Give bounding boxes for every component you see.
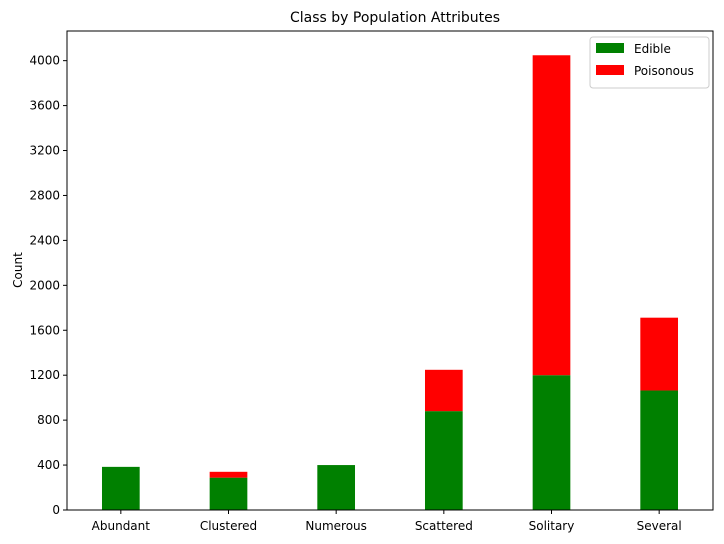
legend-swatch-poisonous: [596, 65, 624, 75]
bar-edible-abundant: [101, 466, 140, 510]
y-axis-label: Count: [11, 252, 25, 288]
legend-label-poisonous: Poisonous: [634, 64, 694, 78]
bar-edible-numerous: [317, 465, 356, 510]
x-axis: Abundant Clustered Numerous Scattered Solita…: [92, 510, 682, 533]
bar-edible-scattered: [424, 411, 463, 510]
y-tick-label: 2400: [29, 233, 60, 247]
x-tick-label-several: Several: [637, 519, 682, 533]
y-tick-label: 1200: [29, 368, 60, 382]
x-tick-label-abundant: Abundant: [92, 519, 151, 533]
y-tick-label: 400: [37, 458, 60, 472]
legend-swatch-edible: [596, 43, 624, 53]
y-tick-label: 3200: [29, 144, 60, 158]
x-tick-label-scattered: Scattered: [415, 519, 473, 533]
bar-poisonous-solitary: [532, 55, 571, 376]
bar-poisonous-clustered: [209, 471, 248, 478]
y-tick-label: 2800: [29, 188, 60, 202]
y-axis: 0 400 800 1200 1600 2000 2400 2800 3200 3600 4000: [29, 54, 67, 517]
bar-edible-solitary: [532, 375, 571, 510]
y-tick-label: 3600: [29, 99, 60, 113]
y-tick-label: 2000: [29, 278, 60, 292]
legend-label-edible: Edible: [634, 42, 671, 56]
chart-title: Class by Population Attributes: [290, 10, 500, 26]
plot-frame: [66, 30, 714, 511]
bars-layer: [101, 55, 679, 510]
x-tick-label-clustered: Clustered: [200, 519, 257, 533]
y-tick-label: 4000: [29, 54, 60, 68]
bar-edible-clustered: [209, 477, 248, 510]
x-tick-label-solitary: Solitary: [529, 519, 575, 533]
y-tick-label: 800: [37, 413, 60, 427]
x-tick-label-numerous: Numerous: [305, 519, 367, 533]
bar-edible-several: [640, 390, 679, 510]
y-tick-label: 0: [52, 503, 60, 517]
bar-poisonous-scattered: [424, 369, 463, 412]
bar-poisonous-several: [640, 317, 679, 391]
y-tick-label: 1600: [29, 323, 60, 337]
legend: Edible Poisonous: [589, 36, 710, 89]
